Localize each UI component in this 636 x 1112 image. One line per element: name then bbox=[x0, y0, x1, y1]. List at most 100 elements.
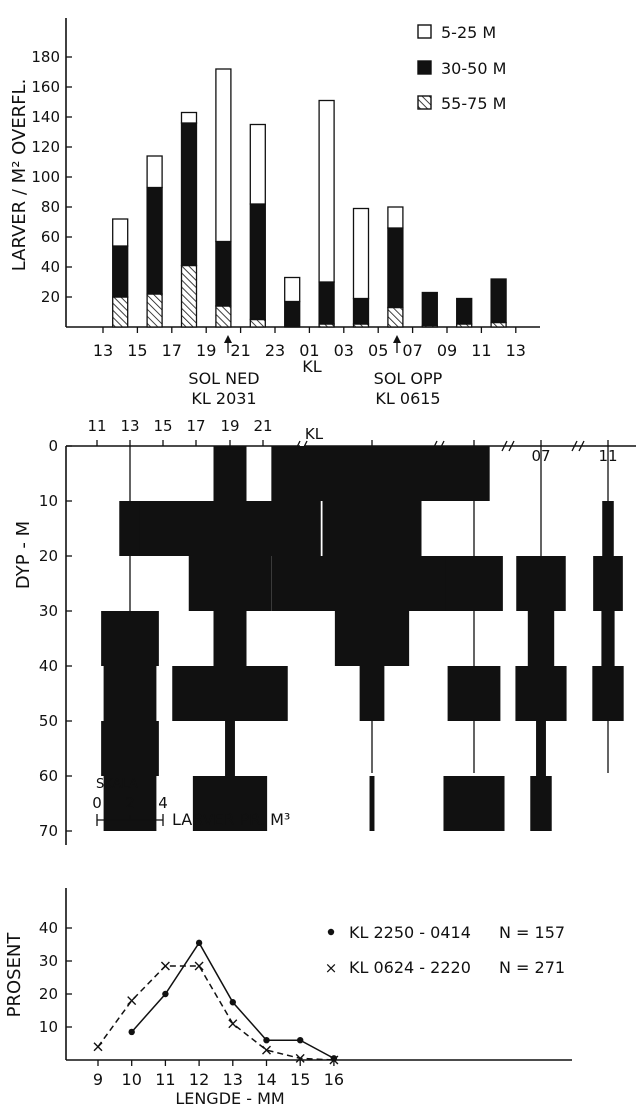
data-point-x bbox=[228, 1019, 238, 1029]
line-series bbox=[93, 939, 339, 1065]
line-x-tick-label: 12 bbox=[189, 1070, 209, 1089]
bar-segment bbox=[180, 122, 198, 267]
line-y-tick-label: 30 bbox=[39, 952, 58, 970]
line-y-tick-label: 20 bbox=[39, 985, 58, 1003]
bar-segment bbox=[112, 218, 129, 247]
line-y-axis-label: PROSENT bbox=[4, 932, 25, 1018]
legend-label-shallow: 5-25 M bbox=[441, 23, 496, 42]
kite-segment bbox=[225, 721, 235, 776]
kite-time-tick-label: 15 bbox=[153, 417, 172, 435]
kite-segment bbox=[334, 611, 410, 666]
bar-y-tick-label: 60 bbox=[41, 228, 60, 246]
sunrise-time: KL 0615 bbox=[375, 389, 440, 408]
line-y-ticks: 10 20 30 40 bbox=[39, 919, 72, 1036]
legend-label-mid: 30-50 M bbox=[441, 59, 506, 78]
kite-segment bbox=[445, 556, 503, 611]
bar-segment bbox=[112, 296, 129, 328]
kite-segment bbox=[101, 721, 159, 776]
bar-x-unit-label: KL bbox=[302, 357, 321, 376]
data-point-x bbox=[295, 1053, 305, 1063]
kite-segment bbox=[101, 611, 159, 666]
bar-segment bbox=[387, 306, 404, 328]
bar-segment bbox=[215, 240, 232, 307]
data-point-x bbox=[262, 1045, 271, 1055]
bar-segment bbox=[146, 155, 163, 189]
bar-segment bbox=[249, 318, 266, 328]
bar-y-tick-label: 20 bbox=[41, 288, 60, 306]
bar-segment bbox=[318, 99, 335, 283]
bar-y-tick-label: 140 bbox=[31, 108, 60, 126]
legend-x-marker: × bbox=[325, 959, 338, 977]
kite-segment bbox=[536, 721, 546, 776]
kite-y-axis-label: DYP - M bbox=[13, 521, 34, 589]
data-point-dot bbox=[162, 990, 169, 998]
kite-segment bbox=[447, 666, 501, 721]
bar-x-tick-label: 09 bbox=[437, 341, 457, 360]
kite-segment bbox=[119, 501, 141, 556]
bar-segment bbox=[146, 293, 163, 328]
bar-x-tick-label: 05 bbox=[368, 341, 388, 360]
kite-segment bbox=[602, 501, 614, 556]
data-point-dot bbox=[128, 1028, 135, 1036]
kite-segment bbox=[530, 776, 552, 831]
bar-y-tick-label: 80 bbox=[41, 198, 60, 216]
kite-segment bbox=[592, 666, 624, 721]
line-chart-panel: 10 20 30 40 9 10 11 12 13 14 15 16 PROSENT LENGDE … bbox=[4, 888, 572, 1108]
kite-segment bbox=[172, 666, 288, 721]
legend-swatch-shallow bbox=[417, 24, 432, 39]
kite-diagram-panel: KL 11131517192123030711 010203040506070 … bbox=[13, 417, 636, 845]
kite-segment bbox=[515, 666, 567, 721]
bar-segment bbox=[284, 276, 301, 303]
line-y-tick-label: 10 bbox=[39, 1018, 58, 1036]
line-x-tick-label: 15 bbox=[290, 1070, 310, 1089]
bar-x-tick-label: 01 bbox=[299, 341, 319, 360]
bar-x-tick-label: 11 bbox=[471, 341, 491, 360]
data-point-x bbox=[127, 996, 137, 1006]
data-point-x bbox=[194, 961, 204, 971]
scale-tick-2: 2 bbox=[125, 794, 135, 812]
sunset-time: KL 2031 bbox=[191, 389, 256, 408]
bar-segment bbox=[318, 281, 335, 325]
axis-break-mark bbox=[508, 440, 515, 452]
bar-segment bbox=[421, 291, 438, 327]
kite-time-tick-label: 21 bbox=[253, 417, 272, 435]
kite-segment bbox=[271, 446, 473, 501]
legend-series-1-n: N = 157 bbox=[499, 923, 565, 942]
data-point-dot bbox=[195, 939, 203, 947]
kite-segment bbox=[593, 556, 623, 611]
kite-segment bbox=[188, 556, 272, 611]
bar-segment bbox=[490, 321, 507, 328]
bar-y-tick-label: 100 bbox=[31, 168, 60, 186]
axis-break-mark bbox=[571, 440, 578, 452]
bar-stacks bbox=[112, 68, 507, 328]
bar-segment bbox=[352, 207, 370, 300]
legend-label-deep: 55-75 M bbox=[441, 94, 506, 113]
kite-segment bbox=[527, 611, 555, 666]
bar-segment bbox=[180, 111, 198, 124]
legend-series-2: KL 0624 - 2220 bbox=[349, 958, 471, 977]
bar-segment bbox=[490, 278, 507, 324]
kite-time-tick-label: 19 bbox=[220, 417, 239, 435]
kite-depth-tick-label: 40 bbox=[39, 657, 58, 675]
line-x-axis-label: LENGDE - MM bbox=[175, 1089, 284, 1108]
kite-segment bbox=[139, 501, 321, 556]
line-x-tick-label: 13 bbox=[223, 1070, 243, 1089]
kite-time-tick-label: 11 bbox=[87, 417, 106, 435]
line-x-tick-label: 9 bbox=[93, 1070, 103, 1089]
kite-depth-tick-label: 70 bbox=[39, 822, 58, 840]
data-point-dot bbox=[229, 999, 236, 1006]
kite-depth-tick-label: 0 bbox=[48, 437, 58, 455]
line-x-tick-label: 14 bbox=[256, 1070, 276, 1089]
kite-depth-tick-label: 50 bbox=[39, 712, 58, 730]
series-line-dashed bbox=[97, 965, 334, 1061]
bar-segment bbox=[215, 305, 232, 328]
sunrise-label: SOL OPP bbox=[374, 369, 443, 388]
bar-y-tick-label: 120 bbox=[31, 138, 60, 156]
bar-segment bbox=[387, 227, 404, 309]
bar-y-tick-label: 160 bbox=[31, 78, 60, 96]
bar-x-tick-label: 15 bbox=[127, 341, 147, 360]
data-point-x bbox=[160, 961, 170, 971]
data-point-dot bbox=[297, 1037, 304, 1044]
legend-swatch-deep bbox=[417, 95, 432, 110]
